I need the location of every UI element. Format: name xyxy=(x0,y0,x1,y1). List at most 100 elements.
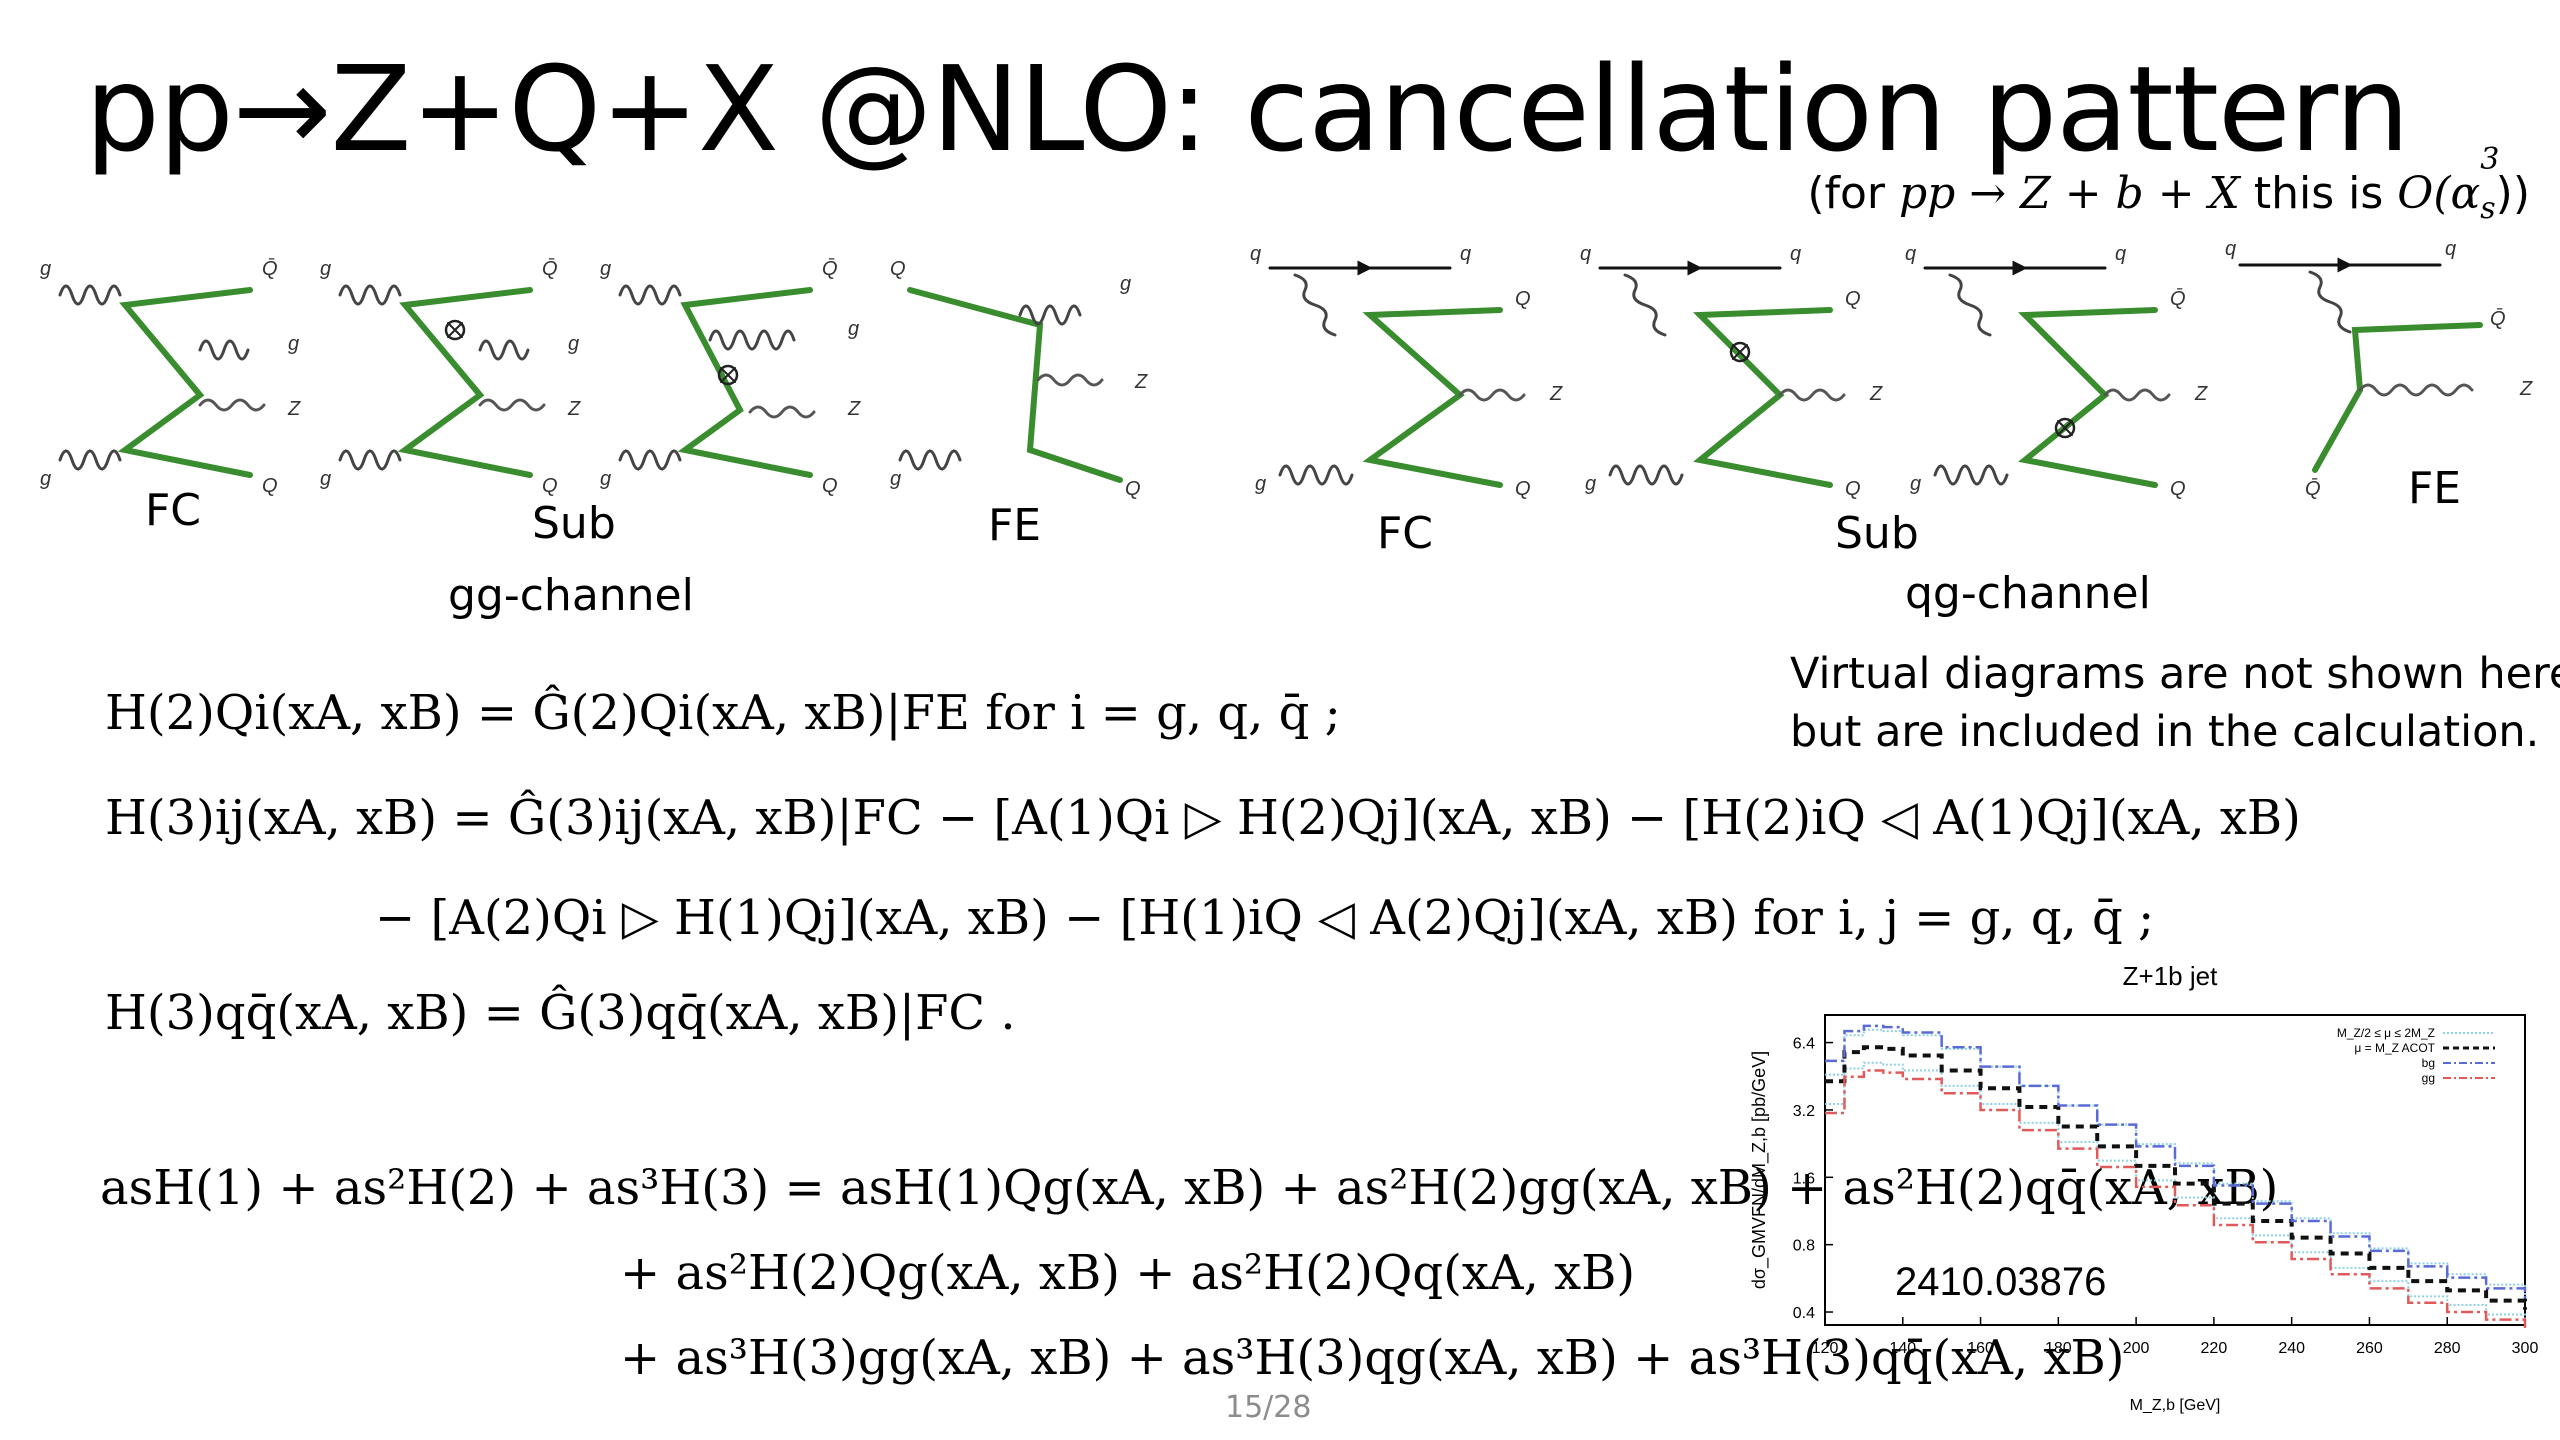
svg-text:q: q xyxy=(1250,243,1261,265)
series-gg xyxy=(1825,1069,2527,1328)
series-acot xyxy=(1825,1045,2527,1310)
svg-text:Q: Q xyxy=(1125,478,1141,500)
chart-annotation: 2410.03876 xyxy=(1895,1260,2106,1304)
svg-text:q: q xyxy=(1580,243,1591,265)
page-number: 15/28 xyxy=(1225,1390,1312,1425)
equation-h2-fe: H(2)Qi(xA, xB) = Ĝ(2)Qi(xA, xB)|FE for i… xyxy=(105,685,1341,741)
diagram-gg-fe: Qg g Z Q xyxy=(890,258,1148,500)
y-tick-label: 3.2 xyxy=(1793,1103,1815,1120)
gluon-line xyxy=(198,339,250,361)
series-bg xyxy=(1825,1024,2527,1299)
svg-text:g: g xyxy=(600,468,611,490)
diagram-qg-fc: q q Qg Z Q xyxy=(1250,243,1563,500)
svg-text:g: g xyxy=(1255,473,1266,495)
series-band-low xyxy=(1825,1061,2526,1325)
svg-text:g: g xyxy=(1585,473,1596,495)
svg-text:Q̄: Q̄ xyxy=(542,257,558,280)
qg-channel-label: qg-channel xyxy=(1905,568,2151,619)
svg-text:Q̄: Q̄ xyxy=(2170,287,2186,310)
svg-text:q: q xyxy=(2225,238,2236,260)
svg-text:Z: Z xyxy=(847,398,861,420)
equation-expansion-2: + as²H(2)Qg(xA, xB) + as²H(2)Qq(xA, xB) xyxy=(620,1245,1636,1301)
svg-text:Q: Q xyxy=(262,475,278,497)
x-axis-label: M_Z,b [GeV] xyxy=(2130,1397,2221,1414)
svg-text:Q: Q xyxy=(890,258,906,280)
svg-text:Q: Q xyxy=(1515,288,1531,310)
slide-subtitle: (for pp → Z + b + X this is O(α 3 s)) xyxy=(1807,142,2530,227)
x-tick-label: 220 xyxy=(2201,1340,2228,1357)
svg-text:Q̄: Q̄ xyxy=(262,257,278,280)
counterterm-vertex xyxy=(444,319,466,341)
subtitle-order-sub: s xyxy=(2480,190,2496,226)
svg-text:Q: Q xyxy=(2170,478,2186,500)
svg-text:g: g xyxy=(288,333,299,355)
series-band-high xyxy=(1825,1028,2526,1297)
y-axis-label: dσ_GMVFN/dM_Z,b [pb/GeV] xyxy=(1749,1051,1770,1289)
svg-text:Q̄: Q̄ xyxy=(2490,307,2506,330)
equation-expansion-1: asH(1) + as²H(2) + as³H(3) = asH(1)Qg(xA… xyxy=(100,1160,2279,1216)
gluon-line xyxy=(58,449,122,471)
x-tick-label: 300 xyxy=(2512,1340,2539,1357)
x-tick-label: 160 xyxy=(1967,1340,1994,1357)
svg-text:q: q xyxy=(2115,243,2126,265)
svg-text:q: q xyxy=(1790,243,1801,265)
diagram-gg-sub: g g Q̄ Q g Z xyxy=(320,257,581,497)
diagram-gg-fc: g g Q̄ Q g Z xyxy=(40,257,301,497)
y-tick-label: 6.4 xyxy=(1793,1036,1815,1053)
x-tick-label: 280 xyxy=(2434,1340,2461,1357)
diagram-qg-fe: q q Q̄ Z Q̄ xyxy=(2225,238,2533,500)
note-line-1: Virtual diagrams are not shown here, xyxy=(1790,649,2560,699)
subtitle-order: O(α xyxy=(2397,168,2481,219)
plot-frame xyxy=(1824,1014,2526,1326)
svg-text:g: g xyxy=(40,468,51,490)
svg-text:g: g xyxy=(890,468,901,490)
subtitle-process: pp → Z + b + X xyxy=(1898,168,2240,219)
svg-text:Q: Q xyxy=(1515,478,1531,500)
svg-text:Z: Z xyxy=(2194,383,2208,405)
virtual-diagrams-note: Virtual diagrams are not shown here, but… xyxy=(1790,645,2560,761)
svg-text:g: g xyxy=(1120,273,1131,295)
qg-fe-label: FE xyxy=(2408,463,2462,514)
qg-sub-label: Sub xyxy=(1835,508,1919,559)
subtitle-prefix: (for xyxy=(1807,168,1899,219)
gg-channel-label: gg-channel xyxy=(448,570,694,621)
svg-text:g: g xyxy=(320,258,331,280)
gluon-line xyxy=(58,284,122,306)
photon-line xyxy=(198,398,266,412)
x-tick-label: 200 xyxy=(2123,1340,2150,1357)
x-tick-label: 180 xyxy=(2045,1340,2072,1357)
legend-label: μ = M_Z ACOT xyxy=(2354,1041,2435,1055)
equation-h3-fc-cont: − [A(2)Qi ▷ H(1)Qj](xA, xB) − [H(1)iQ ◁ … xyxy=(375,890,2155,946)
gg-sub-label: Sub xyxy=(532,498,616,549)
subtitle-suffix: )) xyxy=(2495,168,2530,219)
note-line-2: but are included in the calculation. xyxy=(1790,707,2540,757)
slide-title: pp→Z+Q+X @NLO: cancellation pattern xyxy=(85,40,2410,178)
svg-text:Q̄: Q̄ xyxy=(2305,477,2321,500)
x-tick-label: 260 xyxy=(2356,1340,2383,1357)
legend-label: bg xyxy=(2422,1056,2435,1070)
legend-label: gg xyxy=(2422,1071,2435,1085)
equation-expansion-3: + as³H(3)gg(xA, xB) + as³H(3)qg(xA, xB) … xyxy=(620,1330,2125,1386)
svg-text:Z: Z xyxy=(567,398,581,420)
y-tick-label: 0.8 xyxy=(1793,1238,1815,1255)
feynman-diagrams: g g Q̄ Q g Z g g Q̄ Q g Z g g Q̄ Q xyxy=(40,238,2533,500)
x-tick-label: 120 xyxy=(1812,1340,1839,1357)
svg-text:q: q xyxy=(1460,243,1471,265)
svg-text:g: g xyxy=(40,258,51,280)
equation-h3-fc: H(3)ij(xA, xB) = Ĝ(3)ij(xA, xB)|FC − [A(… xyxy=(105,790,2301,846)
fermion-line xyxy=(117,287,253,478)
equation-h3-qqbar: H(3)qq̄(xA, xB) = Ĝ(3)qq̄(xA, xB)|FC . xyxy=(105,985,1016,1041)
svg-text:g: g xyxy=(600,258,611,280)
svg-text:g: g xyxy=(848,318,859,340)
qg-fc-label: FC xyxy=(1377,508,1434,559)
svg-text:g: g xyxy=(320,468,331,490)
svg-text:q: q xyxy=(1905,243,1916,265)
svg-text:Q: Q xyxy=(822,475,838,497)
y-tick-label: 0.4 xyxy=(1793,1305,1815,1322)
svg-text:Q: Q xyxy=(542,475,558,497)
svg-text:Z: Z xyxy=(2519,378,2533,400)
subtitle-mid: this is xyxy=(2239,168,2398,219)
svg-text:g: g xyxy=(1910,473,1921,495)
x-tick-label: 140 xyxy=(1889,1340,1916,1357)
y-tick-label: 1.6 xyxy=(1793,1170,1815,1187)
